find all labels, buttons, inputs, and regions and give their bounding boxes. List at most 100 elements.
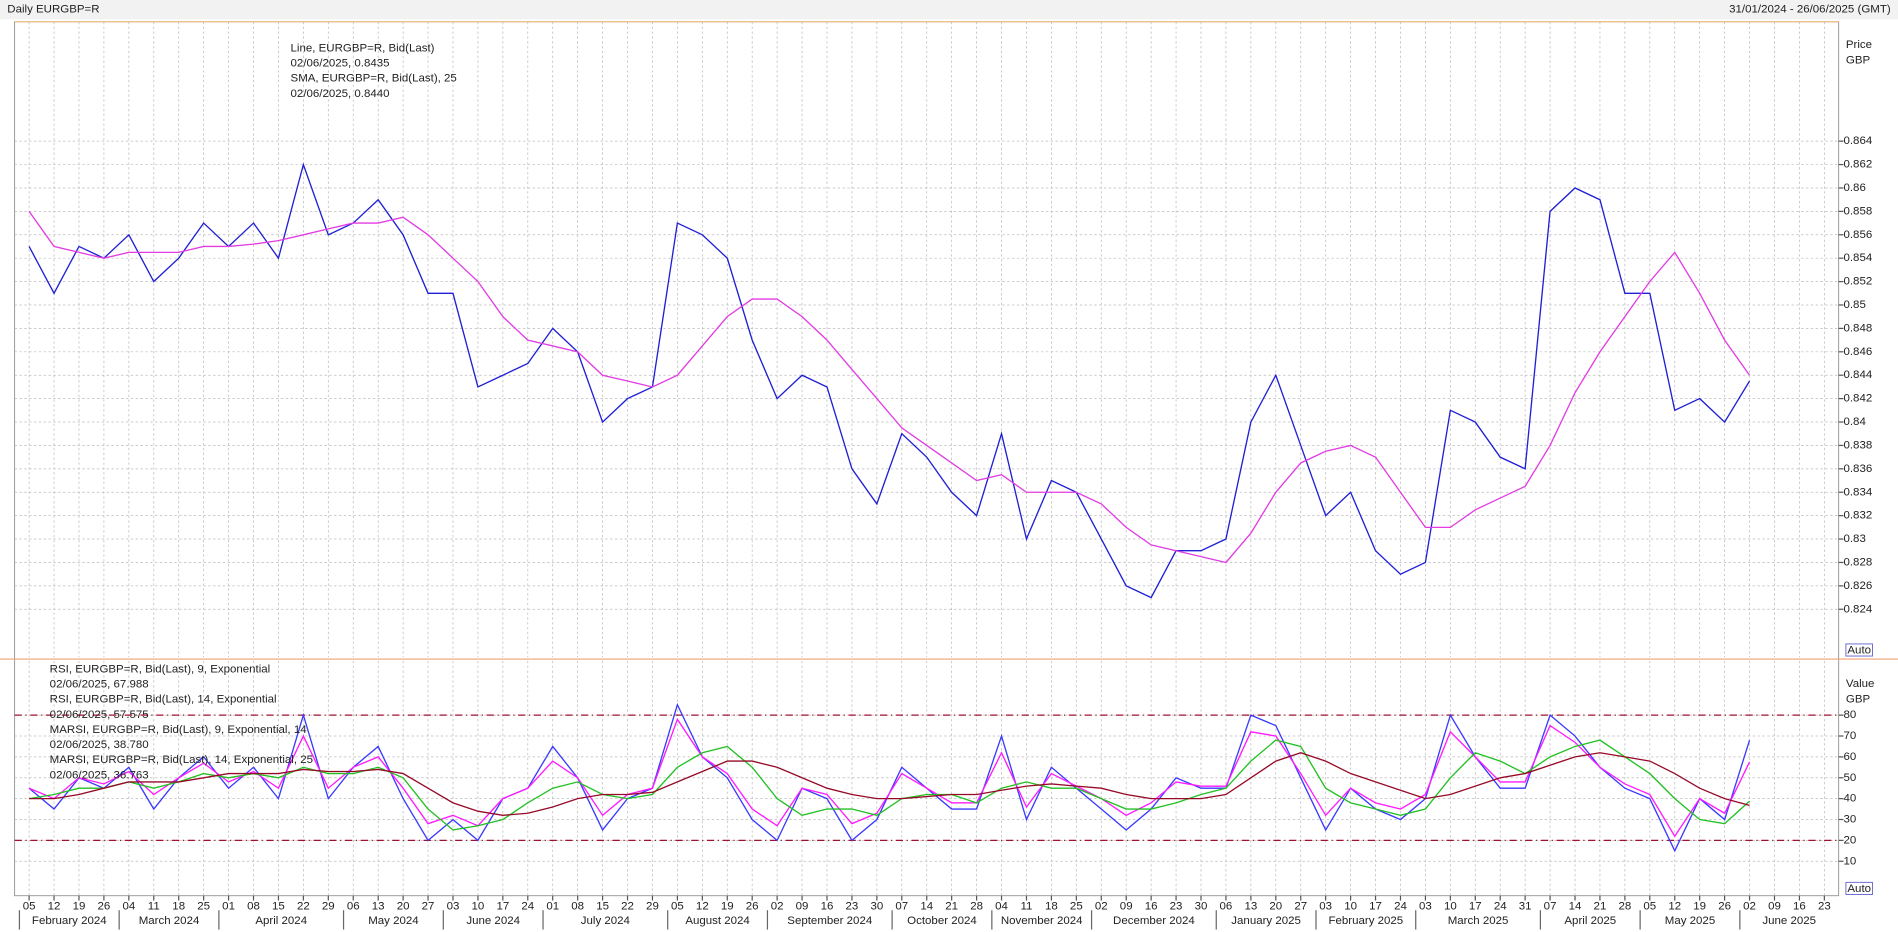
- x-tick-label: 22: [621, 901, 634, 913]
- y-axis-label: Value: [1846, 678, 1875, 690]
- y-tick-label: 0.842: [1843, 393, 1872, 405]
- month-label: March 2024: [139, 915, 200, 927]
- title-bar: [0, 0, 1898, 20]
- y-tick-label: 20: [1843, 834, 1856, 846]
- month-label: February 2025: [1329, 915, 1404, 927]
- y-axis-unit: GBP: [1846, 55, 1871, 67]
- x-tick-label: 14: [920, 901, 933, 913]
- y-tick-label: 0.828: [1843, 556, 1872, 568]
- auto-button-label[interactable]: Auto: [1847, 883, 1871, 895]
- y-tick-label: 60: [1843, 751, 1856, 763]
- month-label: March 2025: [1448, 915, 1509, 927]
- x-tick-label: 15: [272, 901, 285, 913]
- series-line: [28, 162, 1751, 599]
- x-tick-label: 21: [945, 901, 958, 913]
- y-tick-label: 0.864: [1843, 135, 1872, 147]
- x-tick-label: 02: [771, 901, 784, 913]
- legend-name: Line, EURGBP=R, Bid(Last): [291, 42, 435, 54]
- x-tick-label: 23: [1818, 901, 1831, 913]
- y-tick-label: 0.84: [1843, 416, 1866, 428]
- y-tick-label: 0.832: [1843, 510, 1872, 522]
- date-range: 31/01/2024 - 26/06/2025 (GMT): [1729, 4, 1891, 16]
- x-tick-label: 19: [1693, 901, 1706, 913]
- x-tick-label: 03: [1319, 901, 1332, 913]
- legend-value: 02/06/2025, 0.8440: [291, 88, 390, 100]
- legend-value: 02/06/2025, 38.780: [50, 739, 149, 751]
- y-tick-label: 0.852: [1843, 276, 1872, 288]
- y-tick-label: 0.854: [1843, 252, 1872, 264]
- x-tick-label: 05: [671, 901, 684, 913]
- x-tick-label: 12: [48, 901, 61, 913]
- x-tick-label: 07: [895, 901, 908, 913]
- month-label: December 2024: [1113, 915, 1195, 927]
- month-label: October 2024: [907, 915, 977, 927]
- x-tick-label: 18: [1045, 901, 1058, 913]
- x-tick-label: 17: [1469, 901, 1482, 913]
- y-axis-unit: GBP: [1846, 694, 1871, 706]
- x-tick-label: 13: [1244, 901, 1257, 913]
- x-tick-label: 23: [1170, 901, 1183, 913]
- month-label: May 2024: [368, 915, 419, 927]
- legend-value: 02/06/2025, 57.575: [50, 709, 149, 721]
- x-tick-label: 28: [1618, 901, 1631, 913]
- x-tick-label: 26: [98, 901, 111, 913]
- series-line: [28, 717, 1751, 838]
- x-tick-label: 22: [297, 901, 310, 913]
- y-tick-label: 0.846: [1843, 346, 1872, 358]
- x-tick-label: 20: [1269, 901, 1282, 913]
- x-tick-label: 02: [1095, 901, 1108, 913]
- y-tick-label: 0.86: [1843, 182, 1865, 194]
- y-tick-label: 0.836: [1843, 463, 1872, 475]
- x-tick-label: 17: [1369, 901, 1382, 913]
- x-tick-label: 03: [447, 901, 460, 913]
- y-tick-label: 0.824: [1843, 603, 1872, 615]
- x-tick-label: 15: [596, 901, 609, 913]
- x-tick-label: 31: [1519, 901, 1532, 913]
- y-tick-label: 0.85: [1843, 299, 1865, 311]
- x-tick-label: 07: [1544, 901, 1557, 913]
- x-tick-label: 29: [646, 901, 659, 913]
- x-tick-label: 09: [1768, 901, 1781, 913]
- x-tick-label: 13: [372, 901, 385, 913]
- y-tick-label: 0.826: [1843, 580, 1872, 592]
- series-line: [29, 752, 1750, 816]
- month-label: April 2024: [255, 915, 307, 927]
- y-tick-label: 0.856: [1843, 229, 1872, 241]
- legend-value: 02/06/2025, 0.8435: [291, 58, 390, 70]
- legend-name: RSI, EURGBP=R, Bid(Last), 9, Exponential: [50, 663, 271, 675]
- y-tick-label: 40: [1843, 793, 1856, 805]
- x-tick-label: 27: [422, 901, 435, 913]
- x-tick-label: 16: [1793, 901, 1806, 913]
- x-tick-label: 12: [696, 901, 709, 913]
- x-tick-label: 26: [1718, 901, 1731, 913]
- y-tick-label: 0.862: [1843, 159, 1872, 171]
- x-tick-label: 18: [172, 901, 185, 913]
- y-tick-label: 50: [1843, 772, 1856, 784]
- x-tick-label: 24: [1394, 901, 1407, 913]
- x-tick-label: 01: [222, 901, 235, 913]
- x-tick-label: 12: [1668, 901, 1681, 913]
- month-label: July 2024: [581, 915, 631, 927]
- x-tick-label: 11: [148, 901, 160, 913]
- month-label: August 2024: [685, 915, 750, 927]
- y-tick-label: 0.83: [1843, 533, 1865, 545]
- x-tick-label: 27: [1294, 901, 1307, 913]
- x-tick-label: 02: [1743, 901, 1756, 913]
- auto-button-label[interactable]: Auto: [1847, 645, 1871, 657]
- x-tick-label: 04: [995, 901, 1008, 913]
- x-tick-label: 17: [496, 901, 509, 913]
- chart-title: Daily EURGBP=R: [7, 4, 99, 16]
- auto-button: [1845, 643, 1874, 657]
- x-tick-label: 25: [197, 901, 210, 913]
- x-tick-label: 09: [1120, 901, 1133, 913]
- legend-name: RSI, EURGBP=R, Bid(Last), 14, Exponentia…: [50, 694, 277, 706]
- y-tick-label: 0.838: [1843, 439, 1872, 451]
- x-tick-label: 05: [1643, 901, 1656, 913]
- x-tick-label: 24: [521, 901, 534, 913]
- x-tick-label: 08: [247, 901, 260, 913]
- legend-name: SMA, EURGBP=R, Bid(Last), 25: [291, 73, 457, 85]
- y-tick-label: 0.848: [1843, 322, 1872, 334]
- x-tick-label: 09: [796, 901, 809, 913]
- x-tick-label: 06: [347, 901, 360, 913]
